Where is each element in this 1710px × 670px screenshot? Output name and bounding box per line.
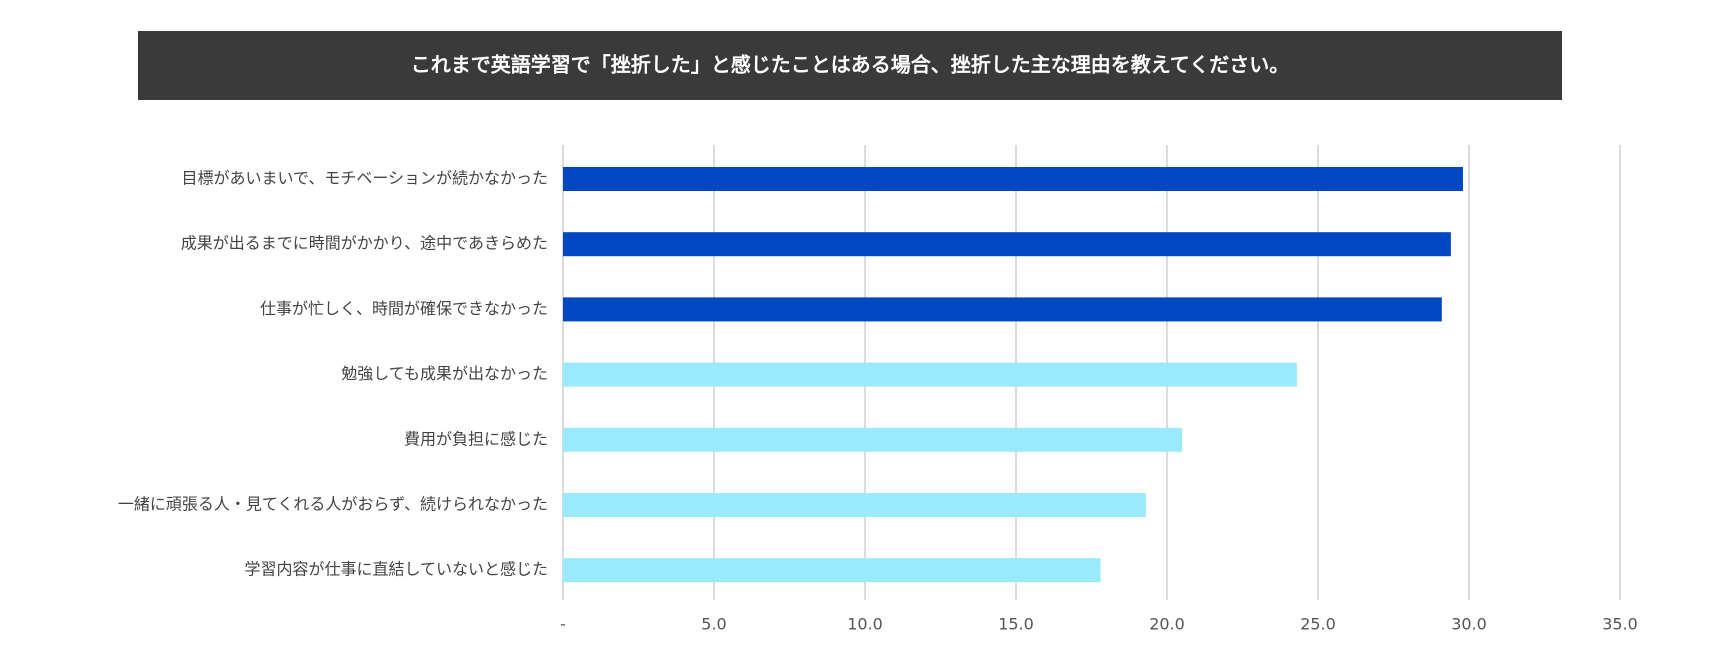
bar — [563, 558, 1101, 583]
x-tick-label: 25.0 — [1300, 615, 1336, 634]
bar — [563, 427, 1183, 452]
bar — [563, 167, 1463, 191]
bar — [563, 493, 1146, 517]
y-tick-label: 費用が負担に感じた — [404, 429, 548, 448]
x-tick-label: 30.0 — [1451, 615, 1487, 634]
bar — [563, 297, 1442, 322]
bar — [563, 232, 1451, 257]
x-tick-label: 15.0 — [998, 615, 1034, 634]
y-tick-label: 学習内容が仕事に直結していないと感じた — [244, 560, 548, 579]
y-tick-label: 一緒に頑張る人・見てくれる人がおらず、続けられなかった — [118, 495, 548, 514]
y-tick-label: 仕事が忙しく、時間が確保できなかった — [260, 299, 548, 318]
x-tick-label: 10.0 — [847, 615, 883, 634]
bar — [563, 362, 1297, 387]
x-tick-label: - — [560, 615, 566, 634]
y-tick-label: 成果が出るまでに時間がかかり、途中であきらめた — [181, 234, 548, 253]
x-tick-label: 20.0 — [1149, 615, 1185, 634]
title-box — [138, 31, 1562, 100]
chart-title: これまで英語学習で「挫折した」と感じたことはある場合、挫折した主な理由を教えてく… — [411, 53, 1289, 77]
x-tick-label: 5.0 — [701, 615, 726, 634]
y-tick-label: 勉強しても成果が出なかった — [341, 364, 548, 383]
y-tick-label: 目標があいまいで、モチベーションが続かなかった — [181, 169, 548, 188]
x-tick-label: 35.0 — [1602, 615, 1638, 634]
